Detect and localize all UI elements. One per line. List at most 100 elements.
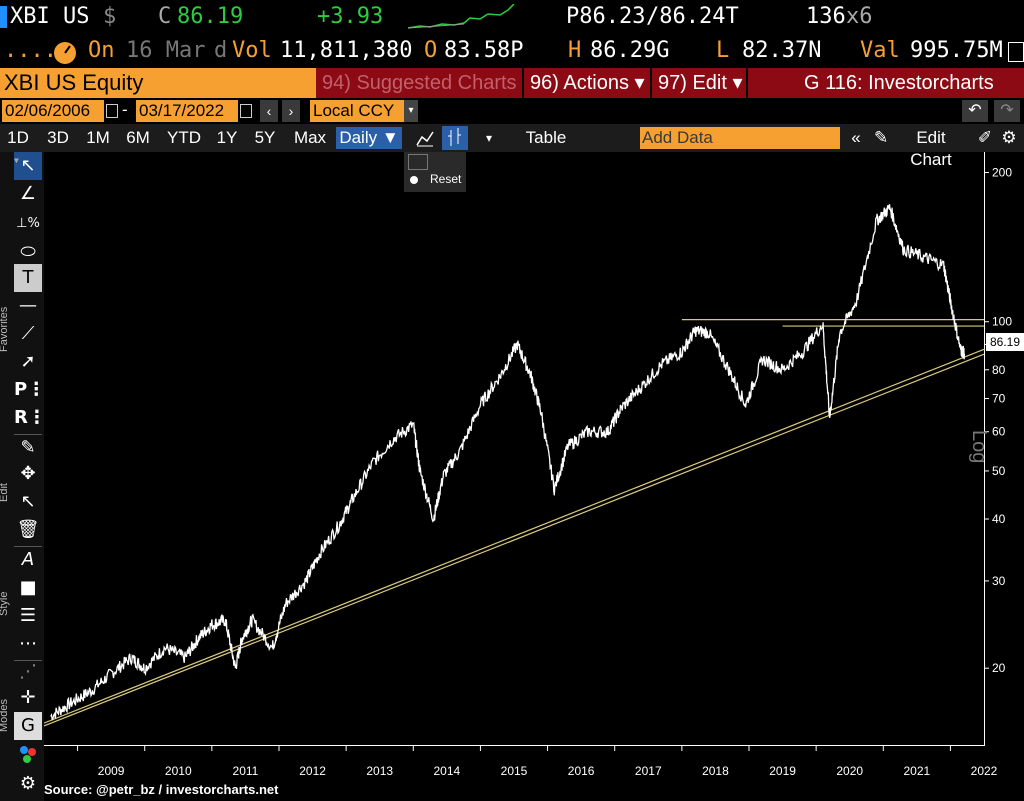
ticker-symbol[interactable]: XBI US bbox=[10, 4, 89, 29]
gear-icon[interactable]: ⚙ bbox=[14, 770, 42, 798]
last-price-tag: 86.19 bbox=[986, 333, 1024, 351]
log-scale-label[interactable]: Log bbox=[967, 430, 990, 463]
function-toolbar: XBI US Equity 94) Suggested Charts 96) A… bbox=[0, 68, 1024, 98]
favorites-label: Favorites bbox=[0, 338, 10, 352]
period-5y[interactable]: 5Y bbox=[250, 127, 280, 149]
bid-price: P86.23 bbox=[566, 4, 645, 29]
start-date-field[interactable]: 02/06/2006 bbox=[2, 100, 104, 122]
period-max[interactable]: Max bbox=[290, 127, 330, 149]
x-tick-label: 2017 bbox=[635, 764, 662, 778]
on-label: On bbox=[88, 38, 115, 63]
x-tick-label: 2012 bbox=[299, 764, 326, 778]
x-tick-label: 2020 bbox=[836, 764, 863, 778]
table-label: Table bbox=[508, 127, 584, 149]
style-section-label: Style bbox=[0, 602, 10, 616]
reset-dot-icon bbox=[410, 176, 418, 184]
x-tick-label: 2019 bbox=[769, 764, 796, 778]
period-1d[interactable]: 1D bbox=[4, 127, 32, 149]
horizontal-line-icon[interactable]: — bbox=[14, 292, 42, 320]
collapse-icon[interactable]: « bbox=[846, 127, 866, 149]
end-date-field[interactable]: 03/17/2022 bbox=[136, 100, 238, 122]
next-period-button[interactable]: › bbox=[282, 100, 300, 122]
r-tool-icon[interactable]: R⋮ bbox=[14, 404, 42, 432]
bid-size: 136 bbox=[806, 4, 846, 29]
palette-dots bbox=[14, 740, 42, 768]
ellipse-icon[interactable]: ⬭ bbox=[14, 238, 42, 266]
y-tick-label: 50 bbox=[992, 464, 1006, 478]
currency-dropdown-icon[interactable]: ▾ bbox=[404, 100, 418, 122]
line-weight-icon[interactable]: ☰ bbox=[14, 602, 42, 630]
open-label: O bbox=[424, 38, 437, 63]
x-tick-label: 2014 bbox=[434, 764, 461, 778]
edit-menu[interactable]: 97) Edit ▾ bbox=[658, 68, 743, 98]
settings-icon[interactable]: ⚙ bbox=[1000, 127, 1018, 149]
edit-chart-button[interactable]: Edit Chart bbox=[894, 127, 968, 149]
color-fill-icon[interactable]: ■ bbox=[14, 574, 42, 602]
line-style-icon[interactable]: ⋯ bbox=[14, 630, 42, 658]
day-label: d bbox=[214, 38, 227, 63]
toolbar-collapse-icon[interactable]: ▼ bbox=[14, 156, 19, 165]
redo-icon[interactable]: ↷ bbox=[994, 100, 1020, 122]
crosshair-icon[interactable]: ✛ bbox=[14, 684, 42, 712]
value-label: Val bbox=[860, 38, 900, 63]
color-palette-icon[interactable] bbox=[14, 740, 42, 768]
x-tick-label: 2013 bbox=[366, 764, 393, 778]
calendar-icon[interactable] bbox=[240, 104, 252, 118]
frequency-select[interactable]: Daily ▼ bbox=[336, 127, 402, 149]
source-credit: Source: @petr_bz / investorcharts.net bbox=[44, 782, 278, 797]
x-tick-label: 2009 bbox=[98, 764, 125, 778]
draw-line-icon[interactable]: ∠ bbox=[14, 180, 42, 208]
x-tick-label: 2011 bbox=[233, 764, 259, 778]
trash-icon[interactable]: 🗑 bbox=[14, 516, 42, 544]
volume-label: Vol bbox=[232, 38, 272, 63]
candlestick-icon bbox=[442, 126, 468, 150]
toolbar-divider bbox=[522, 68, 524, 98]
period-1m[interactable]: 1M bbox=[82, 127, 114, 149]
move-icon[interactable]: ✥ bbox=[14, 460, 42, 488]
period-6m[interactable]: 6M bbox=[122, 127, 154, 149]
text-tool-icon[interactable]: T bbox=[14, 264, 42, 292]
ask-size: x6 bbox=[846, 4, 873, 29]
mini-chart-icon[interactable] bbox=[408, 154, 428, 170]
chart-type-dropdown-icon[interactable]: ▾ bbox=[480, 127, 498, 149]
line-chart-icon[interactable] bbox=[416, 129, 434, 147]
low-label: L bbox=[716, 38, 729, 63]
edit-pencil-icon[interactable]: ✎ bbox=[14, 434, 42, 462]
x-tick-label: 2010 bbox=[165, 764, 192, 778]
p-tool-icon[interactable]: P⋮ bbox=[14, 376, 42, 404]
edit-icon[interactable]: ✐ bbox=[976, 127, 994, 149]
trend-line-icon[interactable]: ⟋ bbox=[14, 320, 42, 348]
sparkline-icon bbox=[408, 4, 518, 32]
price-chart[interactable]: 2030405060708090100200200920102011201220… bbox=[44, 152, 1024, 801]
security-field[interactable]: XBI US Equity bbox=[0, 68, 316, 98]
x-tick-label: 2022 bbox=[971, 764, 998, 778]
y-tick-label: 100 bbox=[992, 315, 1012, 329]
currency-select[interactable]: Local CCY bbox=[310, 100, 410, 122]
x-tick-label: 2015 bbox=[501, 764, 528, 778]
open-value: 83.58P bbox=[444, 38, 523, 63]
low-value: 82.37N bbox=[742, 38, 821, 63]
close-label: C bbox=[158, 4, 171, 29]
support-trendline bbox=[44, 354, 984, 726]
table-button[interactable]: Table bbox=[508, 127, 584, 149]
suggested-charts-button[interactable]: 94) Suggested Charts bbox=[322, 68, 517, 98]
add-data-input[interactable]: Add Data bbox=[640, 127, 840, 149]
bar-chart-toggle[interactable] bbox=[442, 126, 468, 150]
dotted-line-icon[interactable]: ⋰ bbox=[14, 658, 42, 686]
magnet-icon[interactable]: G bbox=[14, 712, 42, 740]
expand-icon[interactable] bbox=[1008, 42, 1024, 62]
y-tick-label: 30 bbox=[992, 574, 1006, 588]
percent-tool-icon[interactable]: ⊥% bbox=[14, 210, 42, 238]
add-point-icon[interactable]: ↖ bbox=[14, 488, 42, 516]
font-style-icon[interactable]: A bbox=[14, 546, 42, 574]
prev-period-button[interactable]: ‹ bbox=[260, 100, 278, 122]
undo-icon[interactable]: ↶ bbox=[962, 100, 988, 122]
calendar-icon[interactable] bbox=[106, 104, 118, 118]
period-ytd[interactable]: YTD bbox=[164, 127, 204, 149]
reset-button[interactable]: Reset bbox=[430, 172, 461, 186]
y-tick-label: 20 bbox=[992, 661, 1006, 675]
period-1y[interactable]: 1Y bbox=[212, 127, 242, 149]
actions-menu[interactable]: 96) Actions ▾ bbox=[530, 68, 645, 98]
ray-icon[interactable]: ➚ bbox=[14, 348, 42, 376]
period-3d[interactable]: 3D bbox=[42, 127, 74, 149]
